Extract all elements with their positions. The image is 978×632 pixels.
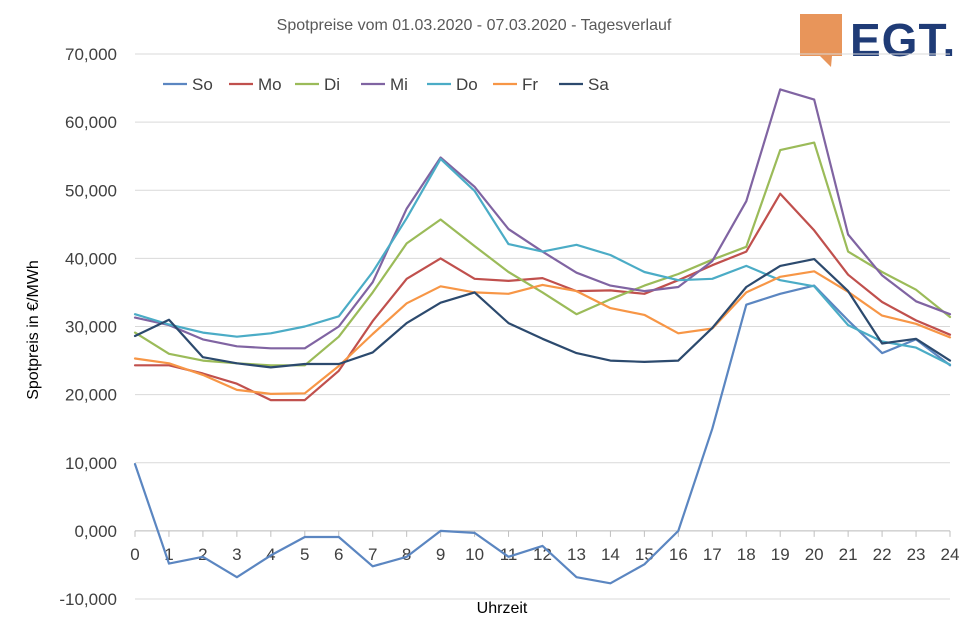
logo-text: EGT. (850, 14, 956, 66)
legend-item-di: Di (295, 75, 340, 94)
x-tick-label: 22 (873, 545, 892, 564)
y-tick-label: 20,000 (65, 386, 117, 405)
legend-label: Mo (258, 75, 282, 94)
y-tick-label: 30,000 (65, 318, 117, 337)
x-tick-label: 3 (232, 545, 241, 564)
x-axis-ticks: 0 1 2 3 4 5 6 7 8 9 10 11 12 13 14 15 16 17 18 19 20 21 22 23 24 (130, 530, 960, 564)
y-tick-label: 60,000 (65, 113, 117, 132)
y-tick-label: -10,000 (59, 590, 117, 609)
x-tick-label: 15 (635, 545, 654, 564)
x-tick-label: 13 (567, 545, 586, 564)
legend-label: So (192, 75, 213, 94)
x-tick-label: 18 (737, 545, 756, 564)
x-tick-label: 6 (334, 545, 343, 564)
legend-item-sa: Sa (559, 75, 609, 94)
x-tick-label: 24 (941, 545, 960, 564)
x-tick-label: 19 (771, 545, 790, 564)
chart-title: Spotpreise vom 01.03.2020 - 07.03.2020 -… (277, 17, 672, 34)
legend-item-do: Do (427, 75, 478, 94)
legend-label: Mi (390, 75, 408, 94)
x-tick-label: 1 (164, 545, 173, 564)
y-tick-label: 10,000 (65, 454, 117, 473)
x-tick-label: 17 (703, 545, 722, 564)
x-tick-label: 10 (465, 545, 484, 564)
legend-label: Do (456, 75, 478, 94)
x-tick-label: 16 (669, 545, 688, 564)
y-axis-label: Spotpreis in €/MWh (25, 260, 42, 400)
legend-label: Di (324, 75, 340, 94)
x-tick-label: 14 (601, 545, 620, 564)
x-tick-label: 8 (402, 545, 411, 564)
legend: So Mo Di Mi Do Fr Sa (163, 75, 609, 94)
series-line-mo (133, 192, 952, 402)
x-tick-label: 20 (805, 545, 824, 564)
legend-label: Fr (522, 75, 538, 94)
y-axis-ticks: -10,000 0,000 10,000 20,000 30,000 40,000 50,0… (59, 45, 117, 609)
x-tick-label: 5 (300, 545, 309, 564)
series-line-sa (133, 258, 952, 369)
series-line-mi (133, 88, 952, 350)
logo: EGT. (800, 14, 956, 67)
grid (135, 53, 950, 600)
x-axis-label: Uhrzeit (477, 600, 528, 617)
y-tick-label: 70,000 (65, 45, 117, 64)
legend-item-mo: Mo (229, 75, 282, 94)
x-tick-label: 9 (436, 545, 445, 564)
y-tick-label: 50,000 (65, 181, 117, 200)
x-tick-label: 2 (198, 545, 207, 564)
legend-item-so: So (163, 75, 213, 94)
x-tick-label: 7 (368, 545, 377, 564)
x-tick-label: 21 (839, 545, 858, 564)
series-line-di (133, 141, 952, 367)
series-lines (133, 88, 952, 585)
y-tick-label: 0,000 (74, 522, 117, 541)
y-tick-label: 40,000 (65, 249, 117, 268)
legend-item-mi: Mi (361, 75, 408, 94)
x-tick-label: 11 (500, 545, 518, 564)
logo-speech-bubble-icon (800, 14, 842, 67)
series-line-fr (133, 270, 952, 395)
series-line-so (133, 284, 952, 585)
legend-item-fr: Fr (493, 75, 538, 94)
x-tick-label: 0 (130, 545, 139, 564)
series-line-do (133, 157, 952, 366)
legend-label: Sa (588, 75, 609, 94)
x-tick-label: 23 (907, 545, 926, 564)
